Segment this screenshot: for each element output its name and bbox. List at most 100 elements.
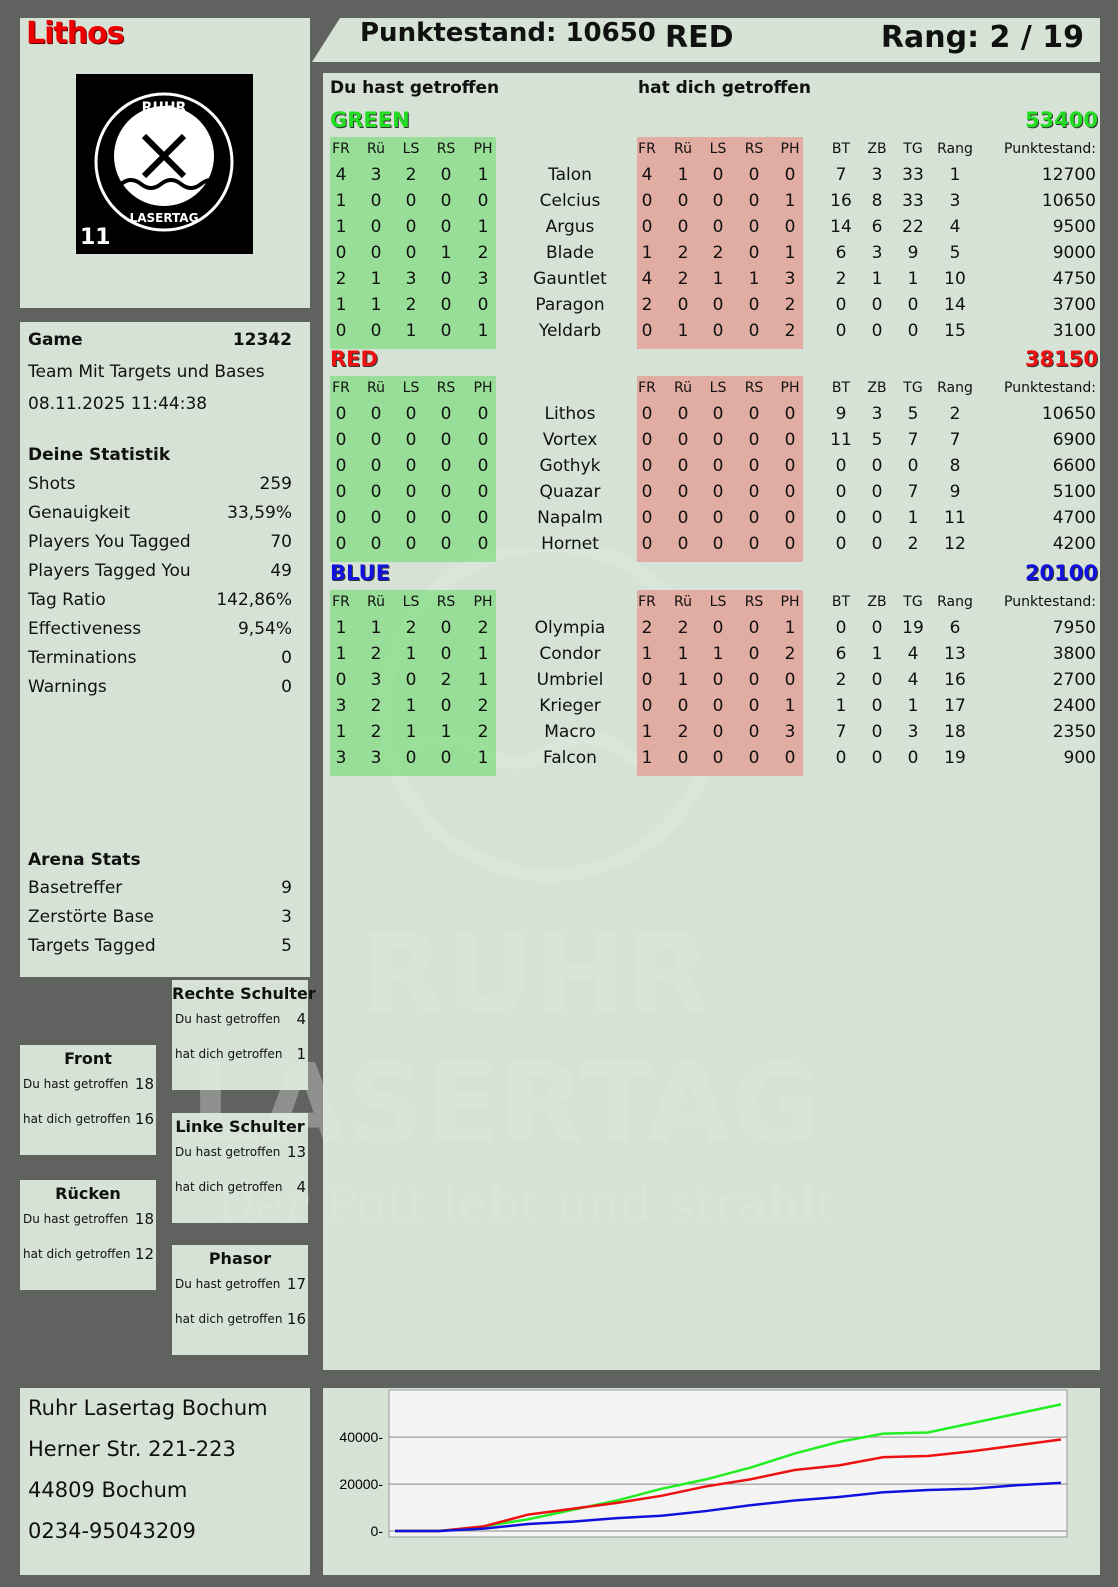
column-header: Rü (674, 380, 692, 396)
hit-cell: 0 (335, 482, 347, 502)
got-cell: 0 (784, 165, 796, 185)
arena-value: 9 (281, 878, 292, 898)
stat-cell: 5 (949, 243, 961, 263)
stat-cell: 0 (871, 456, 883, 476)
player-score: 7950 (1052, 618, 1096, 638)
got-cell: 0 (677, 430, 689, 450)
player-name: Lithos (26, 16, 125, 51)
got-cell: 1 (784, 191, 796, 211)
zone-hit-value: 13 (286, 1143, 306, 1161)
player-name: Lithos (544, 404, 596, 424)
stat-cell: 0 (871, 696, 883, 716)
player-score: 2400 (1052, 696, 1096, 716)
rank-header: Rang: 2 / 19 (880, 20, 1084, 55)
stat-cell: 9 (907, 243, 919, 263)
header-bar (312, 18, 1100, 62)
player-score: 9500 (1052, 217, 1096, 237)
zone-got-value: 1 (296, 1045, 306, 1063)
got-cell: 0 (712, 321, 724, 341)
got-cell: 0 (784, 217, 796, 237)
stat-cell: 4 (907, 644, 919, 664)
got-cell: 1 (784, 618, 796, 638)
column-header: RS (436, 594, 456, 610)
column-header: FR (332, 141, 350, 157)
game-datetime: 08.11.2025 11:44:38 (28, 394, 208, 414)
column-header: Punktestand: (1004, 141, 1096, 157)
hit-cell: 0 (335, 534, 347, 554)
hit-zone-title: Linke Schulter (175, 1117, 305, 1136)
stat-cell: 0 (907, 456, 919, 476)
stat-cell: 2 (949, 404, 961, 424)
zone-got-label: hat dich getroffen (175, 1047, 283, 1061)
player-score: 3800 (1052, 644, 1096, 664)
column-header: LS (402, 594, 420, 610)
player-score: 4200 (1052, 534, 1096, 554)
game-id: 12342 (232, 330, 292, 350)
got-cell: 0 (712, 295, 724, 315)
column-header: Rang (937, 380, 973, 396)
hit-title: Du hast getroffen (330, 78, 500, 98)
hit-cell: 1 (335, 191, 347, 211)
hit-cell: 0 (405, 404, 417, 424)
stat-cell: 3 (871, 165, 883, 185)
got-cell: 1 (677, 165, 689, 185)
stat-cell: 0 (871, 722, 883, 742)
stat-cell: 7 (835, 722, 847, 742)
stat-cell: 13 (944, 644, 966, 664)
player-score: 3700 (1052, 295, 1096, 315)
stat-cell: 0 (907, 295, 919, 315)
team-name: RED (330, 347, 378, 371)
stat-cell: 1 (907, 269, 919, 289)
zone-hit-value: 18 (134, 1075, 154, 1093)
address-line: 0234-95043209 (28, 1519, 196, 1543)
player-score: 2350 (1052, 722, 1096, 742)
zone-hit-label: Du hast getroffen (175, 1277, 281, 1291)
player-name: Blade (545, 243, 595, 263)
player-score: 3100 (1052, 321, 1096, 341)
zone-hit-value: 18 (134, 1210, 154, 1228)
stat-cell: 33 (902, 191, 924, 211)
stat-cell: 10 (944, 269, 966, 289)
stat-cell: 1 (949, 165, 961, 185)
hit-cell: 0 (405, 217, 417, 237)
arena-title: Arena Stats (28, 850, 141, 870)
column-header: TG (903, 141, 923, 157)
hit-cell: 0 (370, 217, 382, 237)
got-columns-bg (637, 590, 803, 776)
got-cell: 0 (712, 165, 724, 185)
zone-got-value: 12 (134, 1245, 154, 1263)
got-cell: 0 (712, 404, 724, 424)
hit-cell: 1 (405, 321, 417, 341)
score-header: Punktestand: 10650 (360, 18, 656, 48)
stat-cell: 0 (835, 618, 847, 638)
got-cell: 0 (641, 217, 653, 237)
got-cell: 0 (677, 191, 689, 211)
got-cell: 2 (641, 295, 653, 315)
got-cell: 0 (784, 670, 796, 690)
team-header: RED (665, 20, 734, 55)
hit-zone-box: Phasor Du hast getroffen 17 hat dich getrof… (172, 1245, 308, 1355)
hit-cell: 0 (405, 191, 417, 211)
column-header: BT (831, 380, 851, 396)
column-header: PH (780, 141, 800, 157)
zone-got-value: 16 (134, 1110, 154, 1128)
hit-cell: 0 (335, 430, 347, 450)
hit-cell: 1 (335, 644, 347, 664)
column-header: Rang (937, 141, 973, 157)
address-line: Ruhr Lasertag Bochum (28, 1396, 268, 1420)
got-cell: 0 (641, 534, 653, 554)
hit-cell: 0 (405, 430, 417, 450)
stat-cell: 3 (871, 404, 883, 424)
got-cell: 0 (677, 295, 689, 315)
player-score: 5100 (1052, 482, 1096, 502)
stat-cell: 0 (871, 534, 883, 554)
stat-cell: 9 (835, 404, 847, 424)
hit-cell: 3 (370, 670, 382, 690)
got-cell: 0 (748, 456, 760, 476)
got-cell: 0 (641, 404, 653, 424)
got-cell: 1 (677, 644, 689, 664)
got-cell: 1 (641, 243, 653, 263)
stat-cell: 6 (835, 644, 847, 664)
hit-cell: 1 (335, 295, 347, 315)
stat-cell: 0 (871, 482, 883, 502)
